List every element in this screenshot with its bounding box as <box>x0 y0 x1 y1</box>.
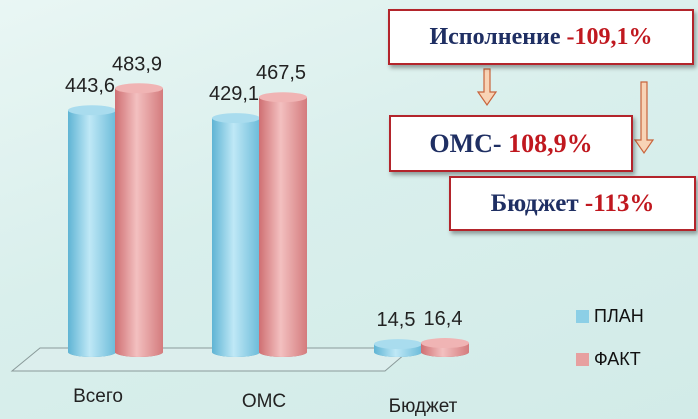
bar-top-cap <box>212 113 260 124</box>
bar-plan <box>68 105 116 357</box>
category-label: Бюджет <box>389 396 458 417</box>
bar-bottom-cap <box>212 347 260 357</box>
bar-fact <box>115 83 163 357</box>
bar-top-cap <box>259 92 307 103</box>
legend-swatch-fact <box>576 353 589 366</box>
bar-body <box>212 118 260 352</box>
callout-value: 108,9% <box>508 128 593 158</box>
callout-value: -113% <box>584 189 655 217</box>
data-label: 483,9 <box>112 53 162 75</box>
bar-body <box>115 88 163 352</box>
bar-bottom-cap <box>115 347 163 357</box>
legend-label: ПЛАН <box>594 306 644 326</box>
arrows-layer <box>476 68 655 155</box>
data-label: 16,4 <box>424 308 463 330</box>
bar-body <box>259 97 307 353</box>
bar-bottom-cap <box>421 347 469 357</box>
bar-top-cap <box>68 105 116 116</box>
data-label: 14,5 <box>377 309 416 331</box>
bar-bottom-cap <box>259 347 307 357</box>
legend-item-plan: ПЛАН <box>576 306 644 327</box>
bar-fact <box>421 338 469 357</box>
bar-body <box>68 110 116 352</box>
bar-top-cap <box>115 83 163 94</box>
callout-label: Бюджет <box>490 189 585 217</box>
category-label: ОМС <box>242 391 286 412</box>
legend-item-fact: ФАКТ <box>576 349 641 370</box>
data-label: 443,6 <box>65 75 115 97</box>
callout-label: Исполнение <box>429 23 567 50</box>
data-label: 467,5 <box>256 62 306 84</box>
bar-top-cap <box>374 339 422 350</box>
data-label: 429,1 <box>209 83 259 105</box>
bar-plan <box>374 339 422 357</box>
down-arrow-icon <box>476 68 498 107</box>
execution-total-callout: Исполнение -109,1% <box>388 9 694 65</box>
legend-label: ФАКТ <box>594 349 641 369</box>
callout-value: -109,1% <box>566 23 653 50</box>
callout-label: ОМС- <box>429 128 509 158</box>
legend-swatch-plan <box>576 310 589 323</box>
bar-bottom-cap <box>68 347 116 357</box>
execution-budget-callout: Бюджет -113% <box>449 176 696 231</box>
bar-top-cap <box>421 338 469 349</box>
bars-layer <box>68 83 469 357</box>
execution-oms-callout: ОМС- 108,9% <box>389 115 633 172</box>
down-arrow-icon <box>633 81 655 155</box>
bar-fact <box>259 92 307 357</box>
bar-bottom-cap <box>374 347 422 357</box>
bar-plan <box>212 113 260 357</box>
category-label: Всего <box>73 386 123 407</box>
